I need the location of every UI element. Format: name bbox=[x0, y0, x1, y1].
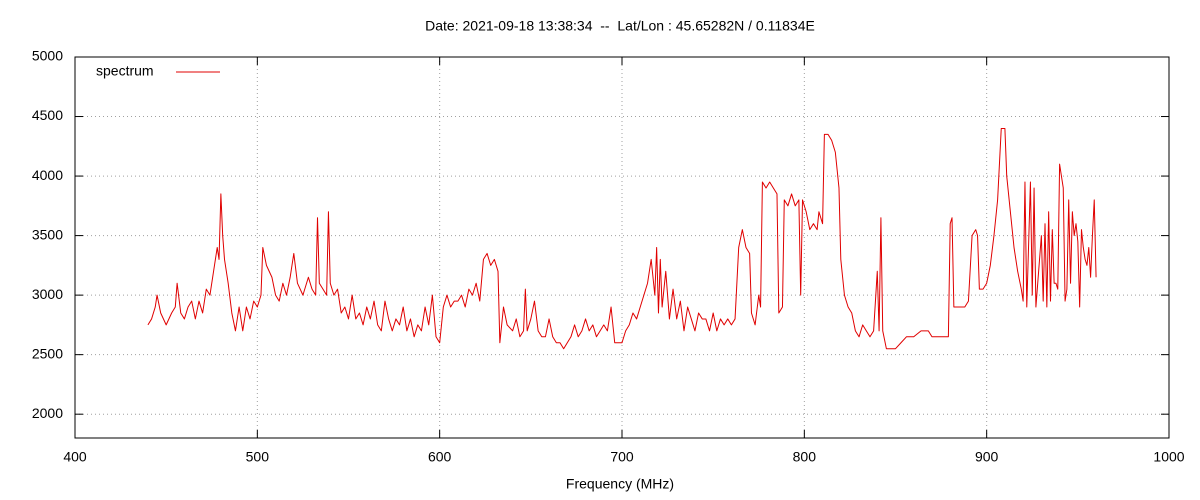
y-tick-label: 2500 bbox=[32, 345, 63, 361]
x-tick-label: 500 bbox=[246, 449, 270, 465]
x-tick-label: 1000 bbox=[1153, 449, 1184, 465]
x-tick-label: 600 bbox=[428, 449, 452, 465]
legend-label: spectrum bbox=[96, 63, 154, 79]
x-tick-label: 900 bbox=[975, 449, 999, 465]
x-axis-label: Frequency (MHz) bbox=[566, 476, 674, 492]
y-tick-label: 4500 bbox=[32, 107, 63, 123]
y-tick-label: 2000 bbox=[32, 405, 63, 421]
plot-frame bbox=[74, 56, 1170, 439]
y-tick-label: 5000 bbox=[32, 48, 63, 64]
y-tick-label: 3000 bbox=[32, 286, 63, 302]
chart-title: Date: 2021-09-18 13:38:34 -- Lat/Lon : 4… bbox=[425, 18, 815, 34]
y-tick-label: 3500 bbox=[32, 226, 63, 242]
y-tick-label: 4000 bbox=[32, 167, 63, 183]
x-tick-label: 800 bbox=[793, 449, 817, 465]
x-tick-label: 700 bbox=[610, 449, 634, 465]
x-tick-label: 400 bbox=[63, 449, 87, 465]
series-line bbox=[147, 127, 1097, 350]
